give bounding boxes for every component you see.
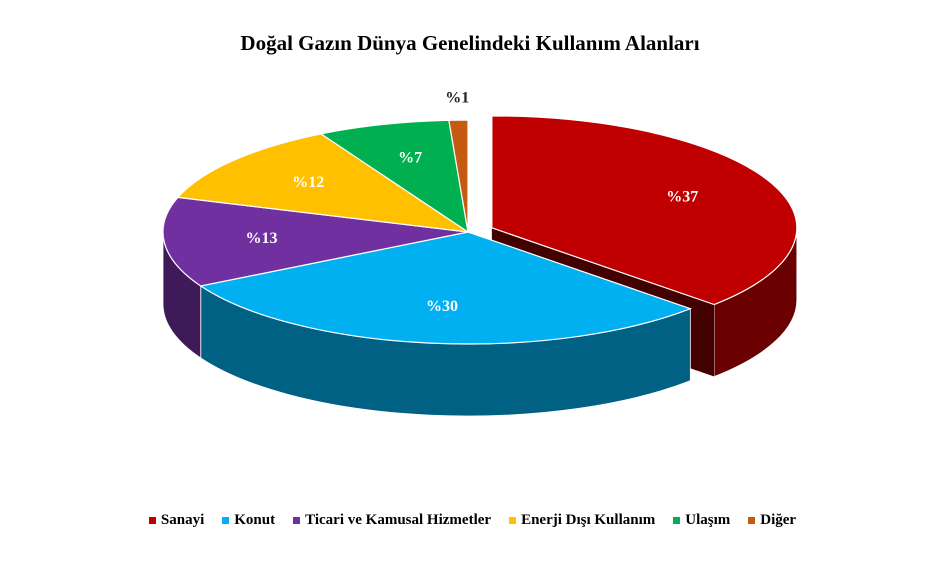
chart: Doğal Gazın Dünya Genelindeki Kullanım A… [162, 31, 798, 417]
legend-label: Ticari ve Kamusal Hizmetler [305, 512, 492, 528]
slice [448, 119, 469, 233]
legend-item: Enerji Dışı Kullanım [509, 512, 655, 529]
slice [319, 119, 469, 234]
data-label: %1 [445, 89, 469, 106]
data-label: %12 [292, 174, 324, 191]
slice [176, 133, 469, 233]
legend-label: Ulaşım [685, 512, 731, 528]
legend-label: Konut [234, 512, 276, 528]
slice [199, 231, 693, 345]
data-label: %37 [666, 188, 698, 205]
legend-item: Diğer [748, 512, 796, 529]
data-label: %13 [246, 230, 278, 247]
legend: Sanayi Konut Ticari ve Kamusal Hizmetler En… [0, 512, 945, 529]
legend-swatch [748, 517, 756, 524]
slice-tops [162, 115, 798, 345]
legend-item: Ticari ve Kamusal Hizmetler [293, 512, 491, 529]
legend-item: Konut [222, 512, 275, 529]
legend-label: Diğer [760, 512, 797, 528]
legend-swatch [222, 517, 230, 524]
legend-item: Sanayi [148, 512, 205, 529]
legend-swatch [148, 517, 156, 524]
legend-label: Enerji Dışı Kullanım [521, 512, 656, 528]
chart-title: Doğal Gazın Dünya Genelindeki Kullanım A… [240, 31, 699, 55]
legend-swatch [509, 517, 517, 524]
legend-item: Ulaşım [673, 512, 730, 529]
data-label: %7 [398, 150, 422, 167]
legend-swatch [293, 517, 301, 524]
slice [162, 196, 469, 287]
legend-swatch [673, 517, 681, 524]
data-labels: %37 %30 %13 %12 %7 %1 [246, 89, 699, 315]
data-label: %30 [426, 298, 458, 315]
legend-label: Sanayi [160, 512, 205, 528]
slice [491, 115, 798, 306]
